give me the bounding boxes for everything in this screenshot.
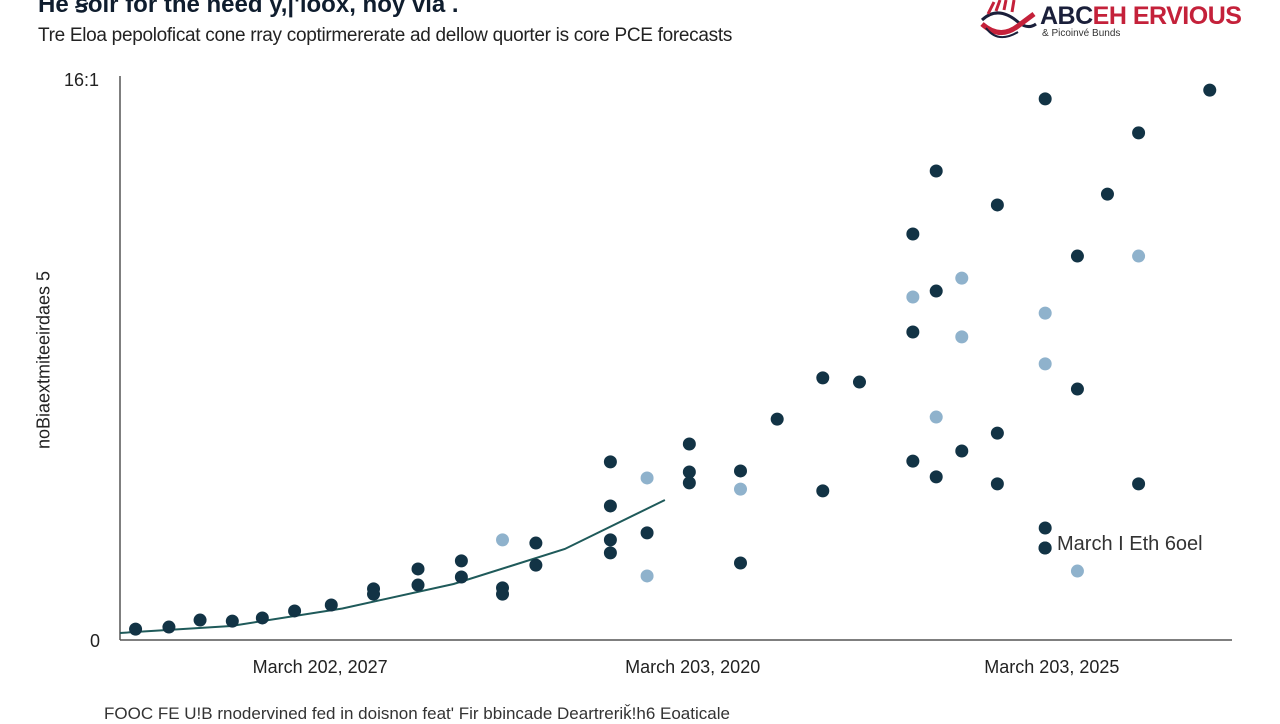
dark-data-point [603,455,617,469]
dark-data-point [129,622,143,636]
dark-data-point [929,164,943,178]
dark-data-point [603,499,617,513]
dark-data-point [454,554,468,568]
dark-data-point [324,598,338,612]
dark-data-point [906,454,920,468]
dark-data-point [682,476,696,490]
dark-data-point [682,437,696,451]
dark-data-point [733,464,747,478]
dark-data-point [770,412,784,426]
x-tick-label: March 202, 2027 [252,657,388,677]
dark-data-point [682,465,696,479]
chart-subtitle: Tre Eloa pepoloficat cone rray coptirmer… [38,25,733,46]
light-data-point [640,569,654,583]
logo-emblem-icon [980,0,1037,39]
dark-data-point [906,325,920,339]
y-tick-label-zero: 0 [90,631,101,651]
dark-data-point [367,587,381,601]
x-tick-label: March 203, 2020 [625,657,761,677]
dark-data-point [1038,92,1052,106]
dark-data-point [852,375,866,389]
dark-data-point [990,198,1004,212]
light-data-point [1038,357,1052,371]
dark-data-point [411,562,425,576]
dark-data-point [193,613,207,627]
dark-data-point [733,556,747,570]
dark-data-point [496,587,510,601]
dark-data-point [990,477,1004,491]
dark-data-point [529,536,543,550]
light-data-point [733,482,747,496]
logo-tagline: & Picoinvé Bunds [1042,28,1121,39]
light-data-point [1038,306,1052,320]
x-tick-label: March 203, 2025 [984,657,1120,677]
light-data-point [906,290,920,304]
light-data-point [640,471,654,485]
dark-data-point [1038,521,1052,535]
dark-data-point [411,578,425,592]
dark-data-point [529,558,543,572]
dark-data-point [929,470,943,484]
dark-data-point [906,227,920,241]
dark-data-point [1132,126,1146,140]
dark-data-point [1070,249,1084,263]
dark-data-point [816,484,830,498]
light-data-point [929,410,943,424]
dark-data-point [929,284,943,298]
logo-text-red: EH ERVIOUS [1092,2,1242,30]
dark-data-point [603,546,617,560]
dark-data-point [603,533,617,547]
dark-data-point [225,614,239,628]
dark-data-point [454,570,468,584]
dark-data-point [990,426,1004,440]
dark-data-point [1100,187,1114,201]
light-data-point [496,533,510,547]
dark-data-point [162,620,176,634]
light-data-point [1132,249,1146,263]
dark-data-point [255,611,269,625]
dark-data-point [816,371,830,385]
trend-line [119,499,666,634]
dark-data-point [955,444,969,458]
light-data-point [955,330,969,344]
y-tick-label-top: 16:1 [64,70,100,90]
chart-title: He ꞩoir for the need y,|'loox, noy via . [38,0,459,18]
dark-data-point [1132,477,1146,491]
annotation-marker [1038,541,1052,555]
dark-data-point [1203,83,1217,97]
dark-data-point [288,604,302,618]
footer-source: FOOC FE U!B rnodervined fed in doisnon f… [104,704,730,723]
dark-data-point [1070,382,1084,396]
annotation-label: March I Eth 6oel [1057,533,1203,555]
light-data-point [955,271,969,285]
brand-logo: ABCEH ERVIOUS & Picoinvé Bunds [978,0,1268,44]
dark-data-point [640,526,654,540]
light-data-point [1070,564,1084,578]
logo-text-dark: ABC [1040,2,1093,30]
